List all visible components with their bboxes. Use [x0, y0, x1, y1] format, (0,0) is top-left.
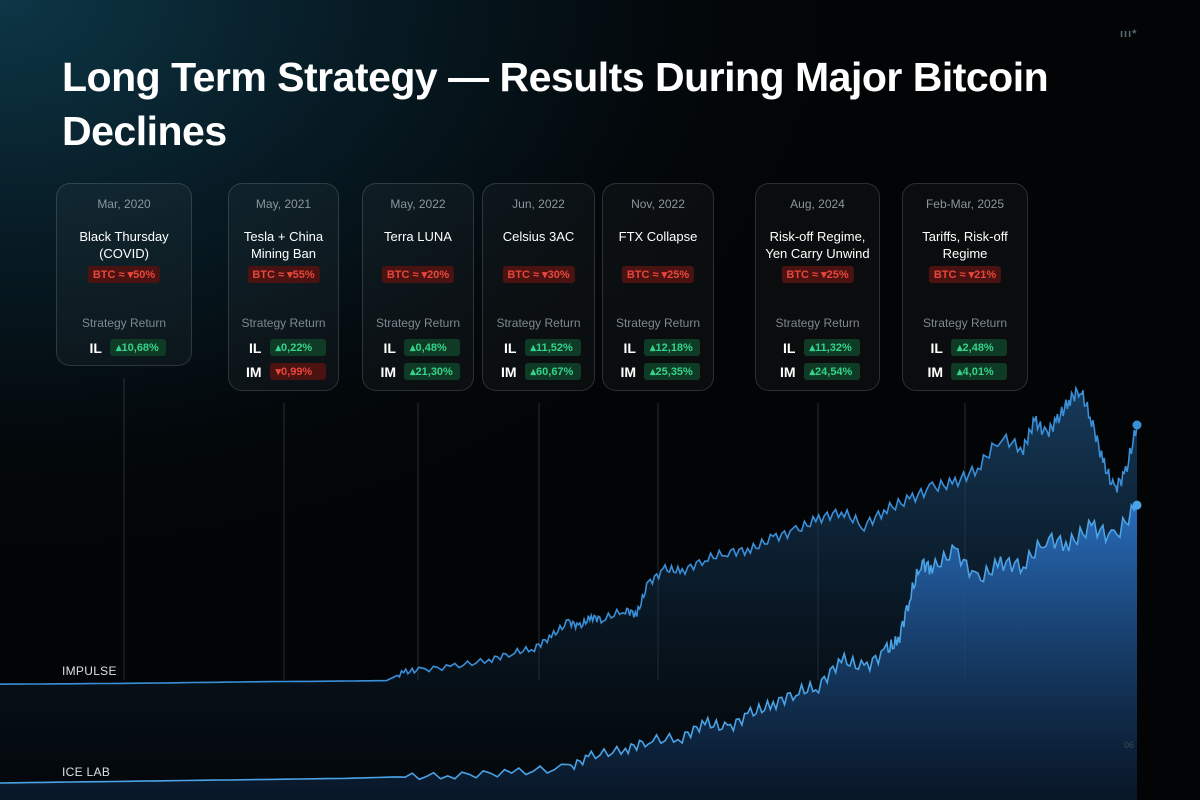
- return-badge: ▴12,18%: [644, 339, 700, 356]
- event-name: Black Thursday (COVID): [79, 229, 169, 261]
- strategy-return-row: IM ▴25,35%: [603, 363, 713, 380]
- event-date: Nov, 2022: [631, 197, 685, 211]
- strategy-return-label: Strategy Return: [375, 316, 461, 330]
- strategy-return-label: Strategy Return: [922, 316, 1008, 330]
- strategy-code: IL: [504, 339, 517, 356]
- impulse-endpoint: [1132, 420, 1142, 430]
- return-badge: ▴0,22%: [269, 339, 326, 356]
- btc-decline-badge: BTC ≈ ▾25%: [781, 266, 854, 283]
- event-card: Nov, 2022 FTX Collapse BTC ≈ ▾25% Strategy …: [602, 183, 714, 391]
- btc-decline-badge: BTC ≈ ▾20%: [381, 266, 455, 283]
- event-date: May, 2021: [255, 197, 312, 211]
- event-name: FTX Collapse: [618, 229, 698, 244]
- btc-decline-badge: BTC ≈ ▾50%: [87, 266, 161, 283]
- strategy-return-row: IM ▴4,01%: [903, 363, 1027, 380]
- strategy-code: IM: [927, 363, 943, 380]
- return-badge: ▴2,48%: [951, 339, 1007, 356]
- strategy-code: IM: [620, 363, 636, 380]
- return-badge: ▴10,68%: [110, 339, 166, 356]
- strategy-return-row: IL ▴10,68%: [57, 339, 191, 356]
- strategy-return-row: IL ▴11,52%: [483, 339, 594, 356]
- strategy-code: IM: [380, 363, 396, 380]
- event-date: May, 2022: [390, 197, 446, 211]
- event-date: Aug, 2024: [790, 197, 845, 211]
- strategy-return-label: Strategy Return: [241, 316, 326, 330]
- strategy-return-row: IL ▴2,48%: [903, 339, 1027, 356]
- event-card: Aug, 2024 Risk-off Regime, Yen Carry Unwi…: [755, 183, 880, 391]
- strategy-return-row: IL ▴0,22%: [229, 339, 338, 356]
- return-badge: ▴24,54%: [803, 363, 860, 380]
- return-badge: ▴4,01%: [951, 363, 1007, 380]
- icelab-area: [0, 505, 1137, 800]
- strategy-return-row: IM ▴60,67%: [483, 363, 594, 380]
- strategy-code: IM: [500, 363, 517, 380]
- return-badge: ▴25,35%: [644, 363, 700, 380]
- event-date: Mar, 2020: [97, 197, 151, 211]
- event-date: Feb-Mar, 2025: [925, 197, 1005, 211]
- impulse-series-line: [0, 385, 1138, 685]
- strategy-return-label: Strategy Return: [81, 316, 167, 330]
- event-card: Jun, 2022 Celsius 3AC BTC ≈ ▾30% Strategy R…: [482, 183, 595, 391]
- strategy-code: IM: [779, 363, 796, 380]
- event-name: Celsius 3AC: [502, 229, 575, 244]
- event-card: May, 2022 Terra LUNA BTC ≈ ▾20% Strategy Re…: [362, 183, 474, 391]
- strategy-return-row: IM ▴24,54%: [756, 363, 879, 380]
- btc-decline-badge: BTC ≈ ▾30%: [502, 266, 575, 283]
- brand-logo: ııı*: [1120, 28, 1138, 40]
- return-badge: ▴0,48%: [404, 339, 460, 356]
- btc-decline-badge: BTC ≈ ▾25%: [621, 266, 695, 283]
- event-card: Feb-Mar, 2025 Tariffs, Risk-off Regime BTC…: [902, 183, 1028, 391]
- event-date: Jun, 2022: [512, 197, 565, 211]
- strategy-return-label: Strategy Return: [496, 316, 581, 330]
- return-badge: ▴60,67%: [524, 363, 581, 380]
- strategy-code: IL: [383, 339, 396, 356]
- strategy-code: IL: [783, 339, 796, 356]
- page-title: Long Term Strategy — Results During Majo…: [62, 54, 1049, 154]
- event-name: Terra LUNA: [384, 229, 452, 244]
- event-name: Risk-off Regime, Yen Carry Unwind: [765, 229, 870, 261]
- strategy-return-row: IL ▴0,48%: [363, 339, 473, 356]
- btc-decline-badge: BTC ≈ ▾55%: [247, 266, 320, 283]
- return-badge: ▴21,30%: [404, 363, 460, 380]
- strategy-return-row: IM ▴21,30%: [363, 363, 473, 380]
- strategy-code: IL: [89, 339, 102, 356]
- strategy-return-row: IL ▴12,18%: [603, 339, 713, 356]
- btc-decline-badge: BTC ≈ ▾21%: [928, 266, 1002, 283]
- impulse-label: IMPULSE: [62, 664, 117, 678]
- event-card: May, 2021 Tesla + China Mining Ban BTC ≈ ▾…: [228, 183, 339, 391]
- icelab-series-line: [0, 502, 1138, 784]
- return-badge: ▴11,32%: [803, 339, 860, 356]
- event-name: Tariffs, Risk-off Regime: [922, 229, 1008, 261]
- strategy-return-label: Strategy Return: [615, 316, 701, 330]
- axis-tick-label: 06: [1124, 740, 1135, 750]
- icelab-endpoint: [1132, 500, 1142, 510]
- strategy-return-label: Strategy Return: [775, 316, 860, 330]
- event-name: Tesla + China Mining Ban: [243, 229, 324, 261]
- strategy-code: IL: [249, 339, 262, 356]
- icelab-label: ICE LAB: [62, 765, 111, 779]
- strategy-code: IL: [930, 339, 943, 356]
- return-badge: ▾0,99%: [269, 363, 326, 380]
- event-card: Mar, 2020 Black Thursday (COVID) BTC ≈ ▾50…: [56, 183, 192, 366]
- strategy-return-row: IM ▾0,99%: [229, 363, 338, 380]
- strategy-code: IM: [245, 363, 262, 380]
- return-badge: ▴11,52%: [524, 339, 581, 356]
- strategy-return-row: IL ▴11,32%: [756, 339, 879, 356]
- strategy-code: IL: [623, 339, 636, 356]
